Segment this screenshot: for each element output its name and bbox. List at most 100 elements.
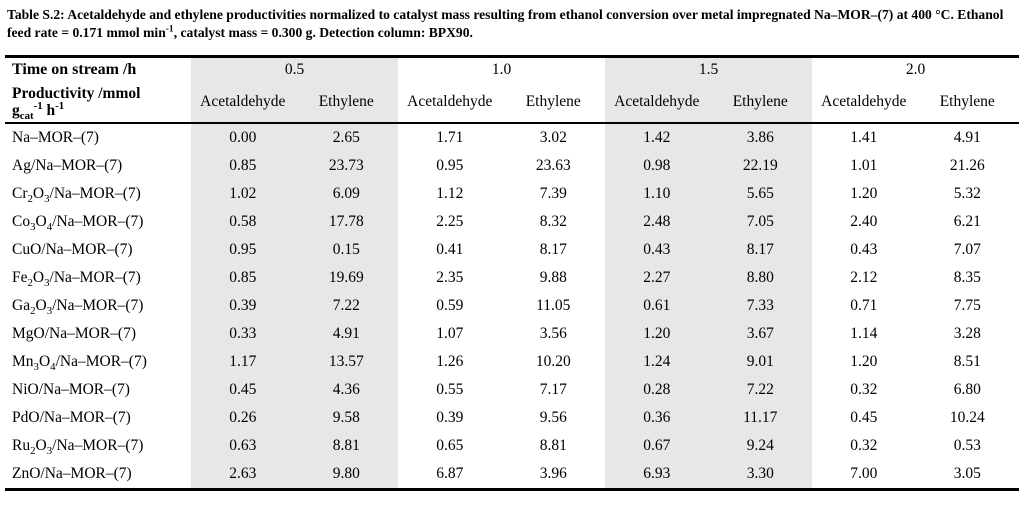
- value-cell: 0.00: [191, 122, 295, 152]
- value-cell: 23.73: [294, 151, 398, 180]
- value-cell: 1.24: [605, 347, 709, 376]
- subheader-acetaldehyde-1.0: Acetaldehyde: [407, 92, 493, 110]
- value-cell: 0.26: [191, 403, 295, 432]
- value-cell: 0.61: [605, 291, 709, 320]
- value-cell: 0.39: [191, 291, 295, 320]
- value-cell: 8.51: [953, 352, 981, 370]
- value-cell: 0.85: [191, 151, 295, 180]
- row-label: Cr2O3/Na–MOR–(7): [12, 184, 141, 205]
- value-cell: 8.81: [539, 436, 567, 454]
- subheader-ethylene-2.0: Ethylene: [939, 92, 995, 110]
- value-cell: 21.26: [949, 156, 985, 174]
- table-row: Mn3O4/Na–MOR–(7) 1.17 13.57 1.26 10.20 1.24 9.…: [5, 347, 1019, 376]
- value-cell: 7.33: [708, 291, 812, 320]
- value-cell: 1.02: [191, 179, 295, 208]
- value-cell: 9.01: [708, 347, 812, 376]
- value-cell: 0.41: [436, 240, 464, 258]
- value-cell: 22.19: [708, 151, 812, 180]
- value-cell: 2.40: [850, 212, 878, 230]
- row-label: Na–MOR–(7): [12, 128, 99, 146]
- value-cell: 0.95: [191, 235, 295, 264]
- value-cell: 1.07: [436, 324, 464, 342]
- value-cell: 19.69: [294, 263, 398, 292]
- row-label: PdO/Na–MOR–(7): [12, 408, 131, 426]
- value-cell: 1.20: [850, 184, 878, 202]
- value-cell: 3.30: [708, 459, 812, 490]
- value-cell: 2.63: [191, 459, 295, 490]
- subheader-ethylene-1.0: Ethylene: [525, 92, 581, 110]
- value-cell: 0.45: [850, 408, 878, 426]
- value-cell: 0.15: [294, 235, 398, 264]
- value-cell: 7.75: [953, 296, 981, 314]
- table-row: ZnO/Na–MOR–(7) 2.63 9.80 6.87 3.96 6.93 3.30 7.…: [5, 459, 1019, 490]
- value-cell: 0.98: [605, 151, 709, 180]
- value-cell: 1.20: [605, 319, 709, 348]
- table-row: Na–MOR–(7) 0.00 2.65 1.71 3.02 1.42 3.86 1.41 4.…: [5, 122, 1019, 152]
- subheader-ethylene-1.5: Ethylene: [708, 81, 812, 123]
- value-cell: 0.63: [191, 431, 295, 460]
- value-cell: 7.07: [953, 240, 981, 258]
- caption-text: Table S.2: Acetaldehyde and ethylene pro…: [7, 7, 1004, 40]
- value-cell: 1.14: [850, 324, 878, 342]
- value-cell: 0.53: [953, 436, 981, 454]
- value-cell: 17.78: [294, 207, 398, 236]
- value-cell: 11.05: [536, 296, 571, 314]
- time-group-2.0: 2.0: [905, 60, 926, 78]
- row-label: Ga2O3/Na–MOR–(7): [12, 296, 144, 317]
- row-label: Fe2O3/Na–MOR–(7): [12, 268, 141, 289]
- value-cell: 0.33: [191, 319, 295, 348]
- table-header: Time on stream /h 0.5 1.0 1.5 2.0 Productiv…: [5, 56, 1019, 123]
- row-label: NiO/Na–MOR–(7): [12, 380, 130, 398]
- value-cell: 0.39: [436, 408, 464, 426]
- value-cell: 4.36: [294, 375, 398, 404]
- value-cell: 8.35: [953, 268, 981, 286]
- value-cell: 9.58: [294, 403, 398, 432]
- value-cell: 4.91: [294, 319, 398, 348]
- value-cell: 0.65: [436, 436, 464, 454]
- value-cell: 0.45: [191, 375, 295, 404]
- value-cell: 1.42: [605, 122, 709, 152]
- value-cell: 3.28: [953, 324, 981, 342]
- value-cell: 10.24: [949, 408, 985, 426]
- value-cell: 8.81: [294, 431, 398, 460]
- value-cell: 1.01: [850, 156, 878, 174]
- value-cell: 0.95: [436, 156, 464, 174]
- table-row: Co3O4/Na–MOR–(7) 0.58 17.78 2.25 8.32 2.48 7.0…: [5, 207, 1019, 236]
- value-cell: 6.87: [436, 464, 464, 482]
- value-cell: 0.55: [436, 380, 464, 398]
- value-cell: 2.12: [850, 268, 878, 286]
- value-cell: 0.43: [605, 235, 709, 264]
- value-cell: 2.25: [436, 212, 464, 230]
- table-row: PdO/Na–MOR–(7) 0.26 9.58 0.39 9.56 0.36 11.17 0…: [5, 403, 1019, 432]
- value-cell: 5.32: [953, 184, 981, 202]
- value-cell: 3.67: [708, 319, 812, 348]
- productivity-table: Time on stream /h 0.5 1.0 1.5 2.0 Productiv…: [5, 54, 1019, 491]
- value-cell: 13.57: [294, 347, 398, 376]
- header-row-time: Time on stream /h 0.5 1.0 1.5 2.0: [5, 56, 1019, 82]
- value-cell: 9.24: [708, 431, 812, 460]
- value-cell: 3.86: [708, 122, 812, 152]
- table-row: Ga2O3/Na–MOR–(7) 0.39 7.22 0.59 11.05 0.61 7.3…: [5, 291, 1019, 320]
- value-cell: 8.80: [708, 263, 812, 292]
- value-cell: 9.88: [539, 268, 567, 286]
- value-cell: 3.02: [539, 128, 567, 146]
- value-cell: 1.12: [436, 184, 464, 202]
- table-row: CuO/Na–MOR–(7) 0.95 0.15 0.41 8.17 0.43 8.17 0.…: [5, 235, 1019, 264]
- time-group-1.5: 1.5: [605, 56, 812, 82]
- value-cell: 2.27: [605, 263, 709, 292]
- value-cell: 8.32: [539, 212, 567, 230]
- value-cell: 3.96: [539, 464, 567, 482]
- header-row-species: Productivity /mmol gcat-1 h-1 Acetaldehy…: [5, 81, 1019, 123]
- value-cell: 3.05: [953, 464, 981, 482]
- productivity-label: Productivity /mmol gcat-1 h-1: [5, 82, 191, 123]
- value-cell: 0.71: [850, 296, 878, 314]
- subheader-ethylene-0.5: Ethylene: [294, 81, 398, 123]
- time-group-1.0: 1.0: [491, 60, 512, 78]
- value-cell: 0.28: [605, 375, 709, 404]
- value-cell: 2.35: [436, 268, 464, 286]
- row-label: Co3O4/Na–MOR–(7): [12, 212, 144, 233]
- value-cell: 1.20: [850, 352, 878, 370]
- table-row: Ru2O3/Na–MOR–(7) 0.63 8.81 0.65 8.81 0.67 9.24…: [5, 431, 1019, 460]
- value-cell: 8.17: [539, 240, 567, 258]
- table-row: Cr2O3/Na–MOR–(7) 1.02 6.09 1.12 7.39 1.10 5.65…: [5, 179, 1019, 208]
